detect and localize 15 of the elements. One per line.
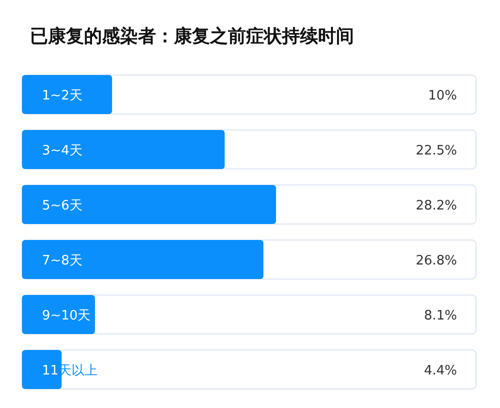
data-label: 8.1% xyxy=(424,308,457,324)
y-tick-label: 7~8天 xyxy=(42,254,82,268)
y-tick-label: 5~6天 xyxy=(42,198,82,214)
chart-title: 已康复的感染者：康复之前症状持续时间 xyxy=(30,26,354,47)
y-tick-label: 9~10天 xyxy=(42,308,91,324)
data-label: 4.4% xyxy=(424,364,457,378)
data-label: 22.5% xyxy=(416,144,457,158)
bar xyxy=(22,295,95,334)
data-label: 28.2% xyxy=(416,198,457,214)
data-label: 26.8% xyxy=(416,254,457,268)
y-tick-label: 3~4天 xyxy=(42,144,82,158)
data-label: 10% xyxy=(428,88,457,104)
bar xyxy=(22,350,62,389)
y-tick-label: 1~2天 xyxy=(42,88,82,104)
bar xyxy=(22,75,112,114)
